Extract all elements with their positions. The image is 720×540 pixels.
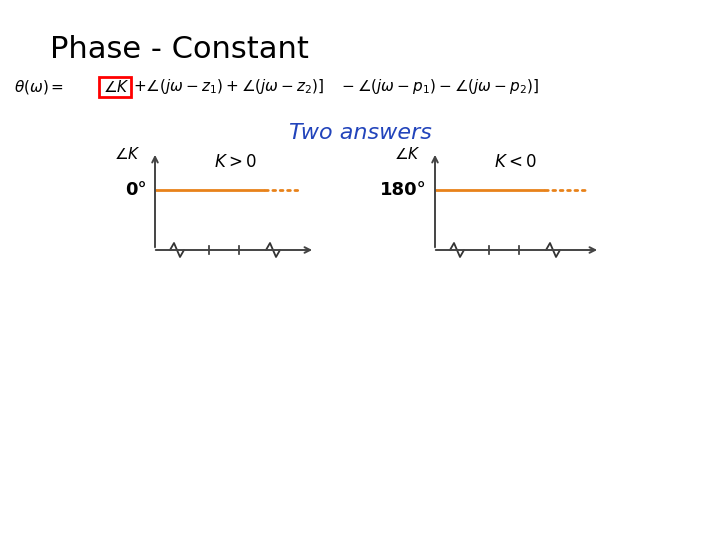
Text: $K < 0$: $K < 0$ — [494, 153, 536, 171]
Text: $\angle K$: $\angle K$ — [114, 146, 140, 162]
Text: $\theta(\omega) =$: $\theta(\omega) =$ — [14, 78, 64, 96]
Text: 180°: 180° — [380, 181, 427, 199]
Text: $K > 0$: $K > 0$ — [214, 153, 256, 171]
Text: Phase - Constant: Phase - Constant — [50, 35, 309, 64]
Text: $\angle K$: $\angle K$ — [103, 79, 130, 95]
Text: 0°: 0° — [125, 181, 147, 199]
Text: Two answers: Two answers — [289, 123, 431, 143]
Text: $+ \angle(j\omega - z_1) + \angle(j\omega - z_2)\mathrm{]}$$\quad - \angle(j\ome: $+ \angle(j\omega - z_1) + \angle(j\omeg… — [133, 78, 539, 97]
Text: $\angle K$: $\angle K$ — [394, 146, 420, 162]
